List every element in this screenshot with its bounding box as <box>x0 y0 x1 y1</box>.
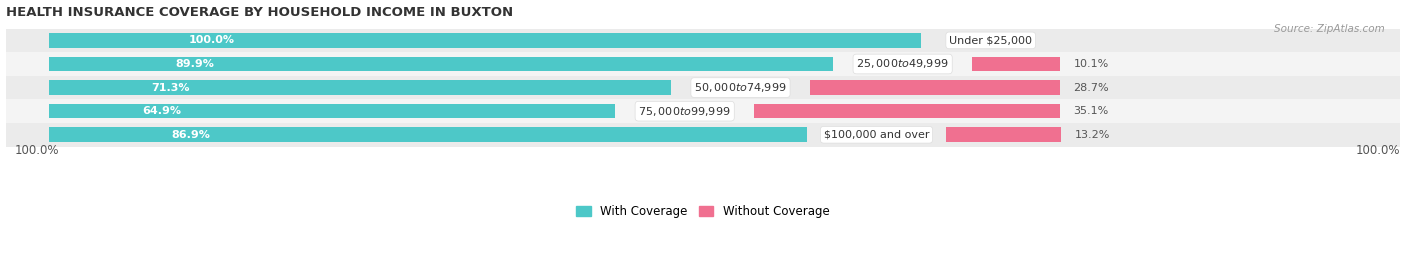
Bar <box>49 80 671 95</box>
Bar <box>49 57 832 71</box>
Text: HEALTH INSURANCE COVERAGE BY HOUSEHOLD INCOME IN BUXTON: HEALTH INSURANCE COVERAGE BY HOUSEHOLD I… <box>6 6 513 19</box>
Bar <box>49 104 614 119</box>
Bar <box>946 127 1062 142</box>
Bar <box>6 29 1400 52</box>
Text: $75,000 to $99,999: $75,000 to $99,999 <box>638 105 731 118</box>
Text: 13.2%: 13.2% <box>1074 130 1109 140</box>
Bar <box>810 80 1060 95</box>
Text: $100,000 and over: $100,000 and over <box>824 130 929 140</box>
Bar <box>6 76 1400 99</box>
Bar <box>973 57 1060 71</box>
Bar <box>6 123 1400 147</box>
Text: 100.0%: 100.0% <box>14 144 59 157</box>
Bar <box>49 33 921 48</box>
Text: $25,000 to $49,999: $25,000 to $49,999 <box>856 58 949 70</box>
Text: 64.9%: 64.9% <box>143 106 181 116</box>
Bar <box>49 127 807 142</box>
Bar <box>6 99 1400 123</box>
Text: 35.1%: 35.1% <box>1074 106 1109 116</box>
Text: 100.0%: 100.0% <box>1355 144 1400 157</box>
Bar <box>755 104 1060 119</box>
Text: 10.1%: 10.1% <box>1074 59 1109 69</box>
Text: 89.9%: 89.9% <box>176 59 214 69</box>
Text: Under $25,000: Under $25,000 <box>949 35 1032 45</box>
Text: $50,000 to $74,999: $50,000 to $74,999 <box>695 81 787 94</box>
Legend: With Coverage, Without Coverage: With Coverage, Without Coverage <box>572 200 834 223</box>
Text: 71.3%: 71.3% <box>150 83 190 93</box>
Text: Source: ZipAtlas.com: Source: ZipAtlas.com <box>1274 24 1385 34</box>
Bar <box>6 52 1400 76</box>
Text: 86.9%: 86.9% <box>172 130 211 140</box>
Text: 28.7%: 28.7% <box>1074 83 1109 93</box>
Text: 100.0%: 100.0% <box>188 35 235 45</box>
